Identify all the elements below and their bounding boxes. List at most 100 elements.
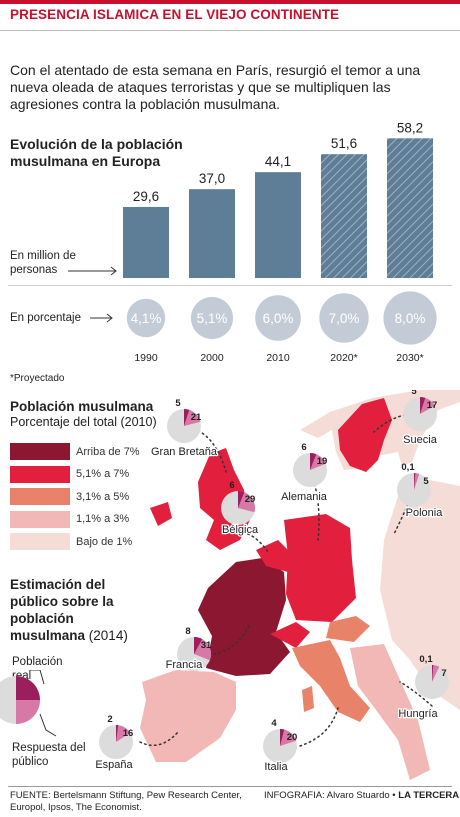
country-pie: 2 16 España	[94, 714, 135, 772]
bar-value-label-3: 51,6	[331, 136, 357, 151]
pct-arrow-head	[106, 313, 113, 323]
bar-3	[321, 154, 367, 278]
bar-2	[255, 172, 301, 278]
page-title: PRESENCIA ISLAMICA EN EL VIEJO CONTINENT…	[10, 7, 340, 22]
map-italy	[292, 640, 370, 722]
pie-real-slice	[238, 491, 245, 508]
percentage-label-4: 8,0%	[395, 311, 426, 326]
country-name-label: Polonia	[406, 507, 444, 519]
percentage-label-3: 7,0%	[329, 311, 360, 326]
year-label-3: 2020*	[330, 352, 357, 364]
legend-label: Bajo de 1%	[76, 535, 133, 548]
pie-perceived-slice	[414, 473, 420, 490]
footer-credit-prefix: INFOGRAFIA: Alvaro Stuardo •	[264, 790, 396, 801]
pie-real-label: 6	[229, 480, 234, 491]
percentage-bubble-2	[255, 295, 301, 341]
country-pie: 5 17 Suecia	[402, 390, 439, 447]
pie-perceived-label: 16	[123, 728, 134, 739]
bar-value-label-0: 29,6	[133, 189, 159, 204]
bar-4	[387, 138, 433, 278]
legend-swatch	[10, 488, 70, 506]
unit-arrow-head	[110, 266, 117, 276]
percentage-label: En porcentaje	[10, 312, 81, 324]
year-label-4: 2030*	[396, 352, 423, 364]
estimate-title-text: Estimación del público sobre la població…	[10, 577, 114, 643]
country-pie: 8 31 Francia	[164, 626, 212, 672]
legend-label: 3,1% a 5%	[76, 490, 130, 503]
country-pie: 0,1 7 Hungría	[397, 654, 449, 721]
pie-real-slice	[310, 453, 317, 470]
connector-italy	[299, 707, 339, 747]
country-pie: 6 29 Bélgica	[221, 480, 260, 537]
map-germany	[284, 514, 356, 622]
country-name-label: Hungría	[398, 708, 438, 720]
pie-perceived-label: 31	[201, 640, 212, 651]
percentage-bubble-4	[383, 291, 437, 345]
map-sweden	[338, 398, 392, 472]
map-title: Población musulmana	[10, 399, 154, 414]
legend-item: 5,1% a 7%	[10, 465, 129, 484]
pie-real-label: 4	[271, 718, 277, 729]
map-benelux	[256, 540, 290, 572]
projected-note: *Proyectado	[10, 373, 65, 384]
legend-item: 3,1% a 5%	[10, 488, 129, 506]
pie-perceived-slice	[116, 725, 131, 742]
estimate-title: Estimación del público sobre la població…	[10, 576, 152, 644]
europe-map: 5 21 Gran Bretaña 5 17 Suecia 6 19 Alemania 6 29 Bé…	[94, 390, 460, 780]
pie-real-slice	[116, 725, 119, 742]
map-ireland	[150, 502, 172, 526]
country-pie: 4 20 Italia	[263, 718, 298, 774]
footer-divider	[8, 786, 452, 787]
legend-item: Bajo de 1%	[10, 533, 132, 551]
pie-real-label: 0,1	[401, 462, 415, 473]
map-east	[380, 480, 460, 710]
map-iberia	[140, 670, 236, 762]
pie-perceived-label: 20	[287, 732, 298, 743]
pie-perceived-label: 5	[423, 476, 429, 487]
country-pie: 5 21 Gran Bretaña	[150, 398, 219, 459]
pie-perceived-label: 17	[427, 400, 438, 411]
legend-item: Arriba de 7%	[10, 443, 140, 461]
country-name-label: Francia	[166, 659, 204, 671]
pie-real-slice	[420, 397, 426, 414]
top-accent-bar	[0, 0, 460, 4]
legend-item: 1,1% a 3%	[10, 510, 129, 529]
connector-spain	[139, 731, 179, 747]
bar-value-label-2: 44,1	[265, 154, 291, 169]
footer-credit: INFOGRAFIA: Alvaro Stuardo • LA TERCERA	[264, 790, 459, 802]
pie-perceived-label: 29	[245, 494, 256, 505]
key-real-pointer	[30, 670, 45, 685]
pie-real-slice	[194, 637, 203, 654]
pie-perceived-slice	[432, 665, 440, 682]
pie-real-label: 5	[411, 390, 417, 397]
pie-real-slice	[432, 665, 434, 682]
pie-perceived-label: 21	[191, 412, 202, 423]
pie-real-slice	[280, 729, 285, 746]
map-shapes	[140, 390, 460, 780]
bar-value-label-4: 58,2	[397, 120, 423, 135]
legend-swatch	[10, 443, 70, 461]
country-name-label: Alemania	[281, 491, 328, 503]
country-name-label: Suecia	[403, 434, 438, 446]
connector-belgium	[237, 531, 269, 553]
map-balkans	[350, 644, 430, 780]
bar-0	[123, 206, 169, 278]
bar-value-label-1: 37,0	[199, 171, 225, 186]
country-pie: 6 19 Alemania	[280, 442, 329, 504]
footer-credit-brand: LA TERCERA	[398, 790, 460, 801]
country-name-label: Gran Bretaña	[151, 446, 218, 458]
pie-real-label: 6	[301, 442, 306, 453]
estimate-year: (2014)	[88, 628, 128, 643]
pie-real-slice	[414, 473, 416, 490]
pie-real-label: 0,1	[419, 654, 433, 665]
unit-label: En million de personas	[10, 250, 76, 276]
pie-perceived-slice	[280, 729, 297, 746]
percentage-label-1: 5,1%	[197, 311, 228, 326]
intro-text: Con el atentado de esta semana en París,…	[10, 62, 421, 112]
pie-real-label: 8	[185, 626, 190, 637]
year-label-1: 2000	[200, 352, 224, 364]
percentage-label-0: 4,1%	[131, 311, 162, 326]
pie-real-label: 5	[175, 398, 181, 409]
map-austria	[326, 616, 370, 642]
country-name-label: Italia	[264, 761, 288, 773]
